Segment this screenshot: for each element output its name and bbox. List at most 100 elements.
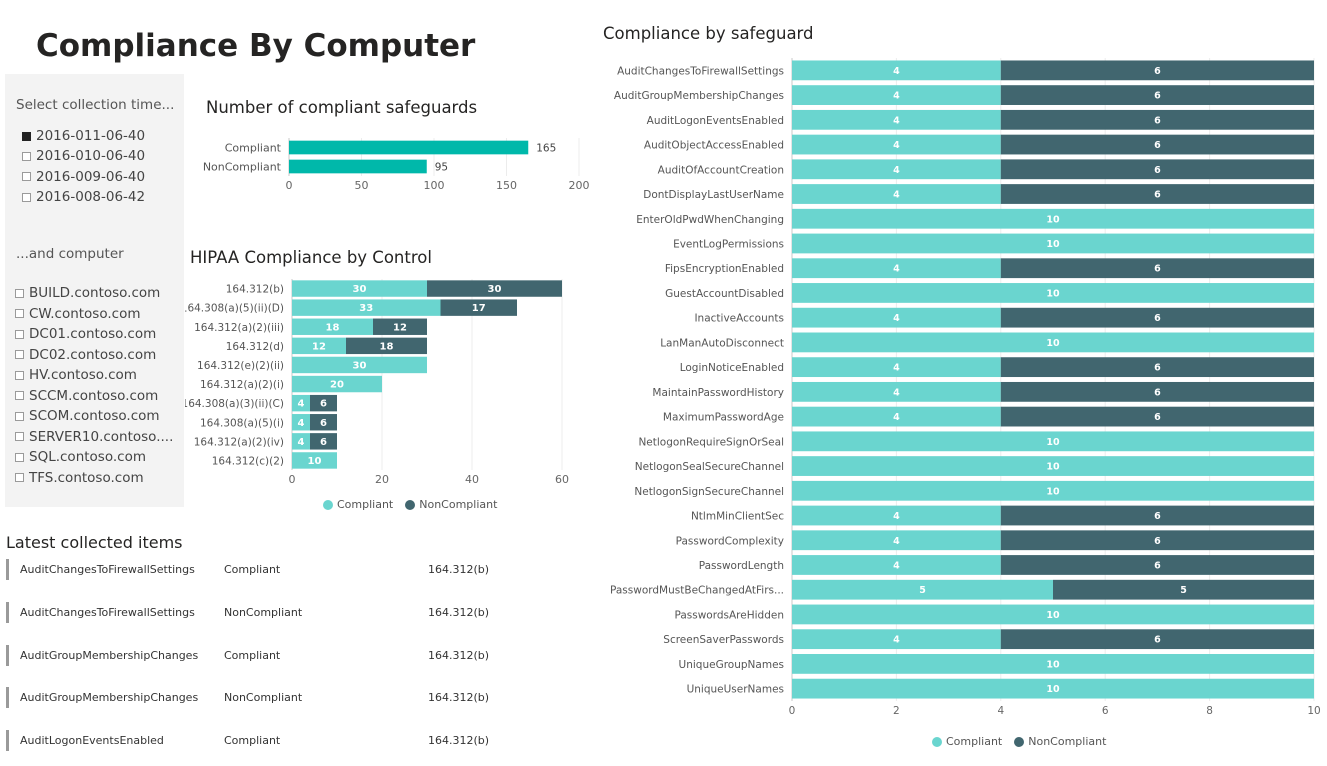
bar-compliant[interactable]	[792, 357, 1001, 378]
collection-time-option[interactable]: 2016-009-06-40	[22, 167, 145, 187]
bar-noncompliant[interactable]	[346, 337, 427, 355]
checkbox-icon[interactable]	[22, 192, 31, 202]
bar-noncompliant[interactable]	[1000, 530, 1314, 551]
legend-noncompliant[interactable]: NonCompliant	[1014, 735, 1106, 748]
bar-compliant[interactable]	[792, 134, 1001, 155]
bar-compliant[interactable]	[292, 414, 310, 431]
computer-option[interactable]: DC01.contoso.com	[15, 324, 173, 345]
computer-option[interactable]: DC02.contoso.com	[15, 345, 173, 366]
bar-compliant[interactable]	[292, 452, 337, 469]
collection-time-option[interactable]: 2016-008-06-42	[22, 187, 145, 207]
bar-compliant[interactable]	[792, 109, 1001, 130]
bar-noncompliant[interactable]	[1000, 505, 1314, 526]
bar-compliant[interactable]	[792, 530, 1001, 551]
bar-compliant[interactable]	[292, 375, 382, 393]
bar-compliant[interactable]	[792, 678, 1314, 699]
bar-noncompliant[interactable]	[310, 394, 337, 412]
checkbox-icon[interactable]	[15, 432, 24, 442]
bar-compliant[interactable]	[292, 356, 427, 374]
bar-compliant[interactable]	[792, 184, 1001, 204]
bar-compliant[interactable]	[792, 505, 1001, 526]
bar-noncompliant[interactable]	[310, 414, 337, 431]
category-label: DontDisplayLastUserName	[643, 189, 784, 201]
checkbox-icon[interactable]	[15, 288, 24, 298]
legend-compliant[interactable]: Compliant	[323, 498, 393, 511]
bar-noncompliant[interactable]	[440, 299, 518, 316]
legend-compliant[interactable]: Compliant	[932, 735, 1002, 748]
bar-compliant[interactable]	[792, 555, 1001, 575]
table-row[interactable]: AuditGroupMembershipChanges NonCompliant 1…	[6, 680, 566, 723]
bar-compliant[interactable]	[792, 332, 1314, 353]
computer-option[interactable]: SQL.contoso.com	[15, 447, 173, 468]
bar-noncompliant[interactable]	[1000, 357, 1314, 378]
table-row[interactable]: AuditChangesToFirewallSettings NonComplia…	[6, 595, 566, 638]
checkbox-icon[interactable]	[15, 370, 24, 380]
computer-option[interactable]: SERVER10.contoso....	[15, 427, 173, 448]
bar-compliant[interactable]	[792, 579, 1053, 600]
computer-option[interactable]: CW.contoso.com	[15, 304, 173, 325]
bar-compliant[interactable]	[792, 431, 1314, 452]
bar-compliant[interactable]	[292, 433, 310, 450]
bar-compliant[interactable]	[792, 456, 1314, 476]
checkbox-icon[interactable]	[15, 350, 24, 360]
bar-noncompliant[interactable]	[1000, 555, 1314, 575]
checkbox-icon[interactable]	[15, 309, 24, 319]
table-row[interactable]: AuditLogonEventsEnabled Compliant 164.312(…	[6, 723, 566, 766]
bar-noncompliant[interactable]	[1000, 60, 1314, 81]
bar-noncompliant[interactable]	[1000, 629, 1314, 650]
bar-compliant[interactable]	[792, 480, 1314, 501]
bar-compliant[interactable]	[292, 337, 346, 355]
bar-noncompliant[interactable]	[1000, 381, 1314, 402]
bar-noncompliant[interactable]	[1000, 406, 1314, 427]
collection-time-option[interactable]: 2016-010-06-40	[22, 146, 145, 166]
bar[interactable]	[289, 140, 529, 155]
bar-noncompliant[interactable]	[1000, 134, 1314, 155]
computer-option[interactable]: SCOM.contoso.com	[15, 406, 173, 427]
bar-noncompliant[interactable]	[1053, 579, 1314, 600]
table-row[interactable]: AuditChangesToFirewallSettings Compliant 1…	[6, 552, 566, 595]
bar-noncompliant[interactable]	[1000, 159, 1314, 180]
bar-noncompliant[interactable]	[373, 318, 427, 335]
bar-noncompliant[interactable]	[1000, 258, 1314, 279]
computer-option[interactable]: TFS.contoso.com	[15, 468, 173, 489]
bar-noncompliant[interactable]	[310, 433, 337, 450]
bar-noncompliant[interactable]	[1000, 109, 1314, 130]
computer-option[interactable]: BUILD.contoso.com	[15, 283, 173, 304]
bar-compliant[interactable]	[792, 233, 1314, 254]
bar-compliant[interactable]	[792, 159, 1001, 180]
checkbox-icon[interactable]	[15, 411, 24, 421]
bar-compliant[interactable]	[792, 654, 1314, 674]
collection-time-option[interactable]: 2016-011-06-40	[22, 126, 145, 146]
bar-compliant[interactable]	[792, 406, 1001, 427]
bar-compliant[interactable]	[292, 318, 373, 335]
bar-compliant[interactable]	[792, 283, 1314, 303]
computer-option[interactable]: HV.contoso.com	[15, 365, 173, 386]
checkbox-icon[interactable]	[15, 329, 24, 339]
bar-compliant[interactable]	[792, 60, 1001, 81]
checkbox-icon[interactable]	[22, 151, 31, 161]
bar-compliant[interactable]	[792, 629, 1001, 650]
checkbox-icon[interactable]	[15, 452, 24, 462]
bar[interactable]	[289, 159, 427, 174]
bar-noncompliant[interactable]	[1000, 307, 1314, 328]
bar-compliant[interactable]	[292, 394, 310, 412]
bar-compliant[interactable]	[792, 604, 1314, 625]
table-row[interactable]: AuditGroupMembershipChanges Compliant 164.…	[6, 638, 566, 681]
checkbox-icon[interactable]	[22, 172, 31, 182]
bar-compliant[interactable]	[792, 208, 1314, 229]
bar-compliant[interactable]	[792, 307, 1001, 328]
legend-noncompliant[interactable]: NonCompliant	[405, 498, 497, 511]
bar-compliant[interactable]	[792, 85, 1001, 105]
bar-noncompliant[interactable]	[1000, 85, 1314, 105]
category-label: NetlogonRequireSignOrSeal	[638, 436, 784, 448]
bar-noncompliant[interactable]	[1000, 184, 1314, 204]
bar-noncompliant[interactable]	[427, 280, 562, 297]
computer-option[interactable]: SCCM.contoso.com	[15, 386, 173, 407]
checkbox-checked-icon[interactable]	[22, 131, 31, 141]
checkbox-icon[interactable]	[15, 391, 24, 401]
checkbox-icon[interactable]	[15, 473, 24, 483]
bar-compliant[interactable]	[792, 381, 1001, 402]
bar-compliant[interactable]	[792, 258, 1001, 279]
bar-compliant[interactable]	[292, 280, 427, 297]
bar-compliant[interactable]	[292, 299, 441, 316]
